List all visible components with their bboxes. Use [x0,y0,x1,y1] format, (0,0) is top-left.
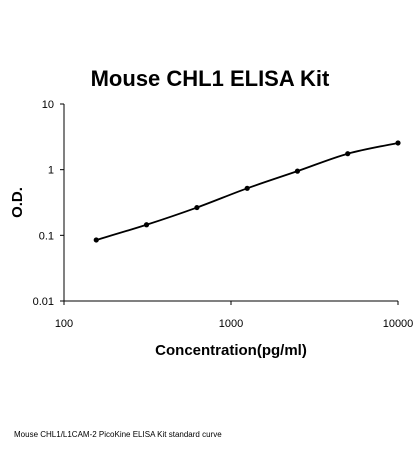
x-tick-label: 100 [55,318,73,330]
points [93,140,401,243]
caption: Mouse CHL1/L1CAM-2 PicoKine ELISA Kit st… [14,430,222,439]
axes [63,104,398,302]
curve [95,142,399,241]
y-tick-label: 0.1 [39,230,54,242]
data-point [395,140,401,146]
data-point [93,237,99,243]
data-point [345,151,351,157]
y-tick-label: 1 [48,165,54,177]
chart-title: Mouse CHL1 ELISA Kit [90,66,330,91]
data-point [244,185,250,191]
x-axis-label: Concentration(pg/ml) [155,342,307,359]
y-tick-label: 10 [42,99,54,111]
y-tick-label: 0.01 [33,296,54,308]
x-tick-label: 10000 [383,318,414,330]
series-line [95,142,399,241]
data-point [194,204,200,211]
data-point [294,168,301,174]
x-tick-label: 1000 [219,318,243,330]
data-point [143,222,150,228]
y-axis-label: O.D. [9,187,26,218]
